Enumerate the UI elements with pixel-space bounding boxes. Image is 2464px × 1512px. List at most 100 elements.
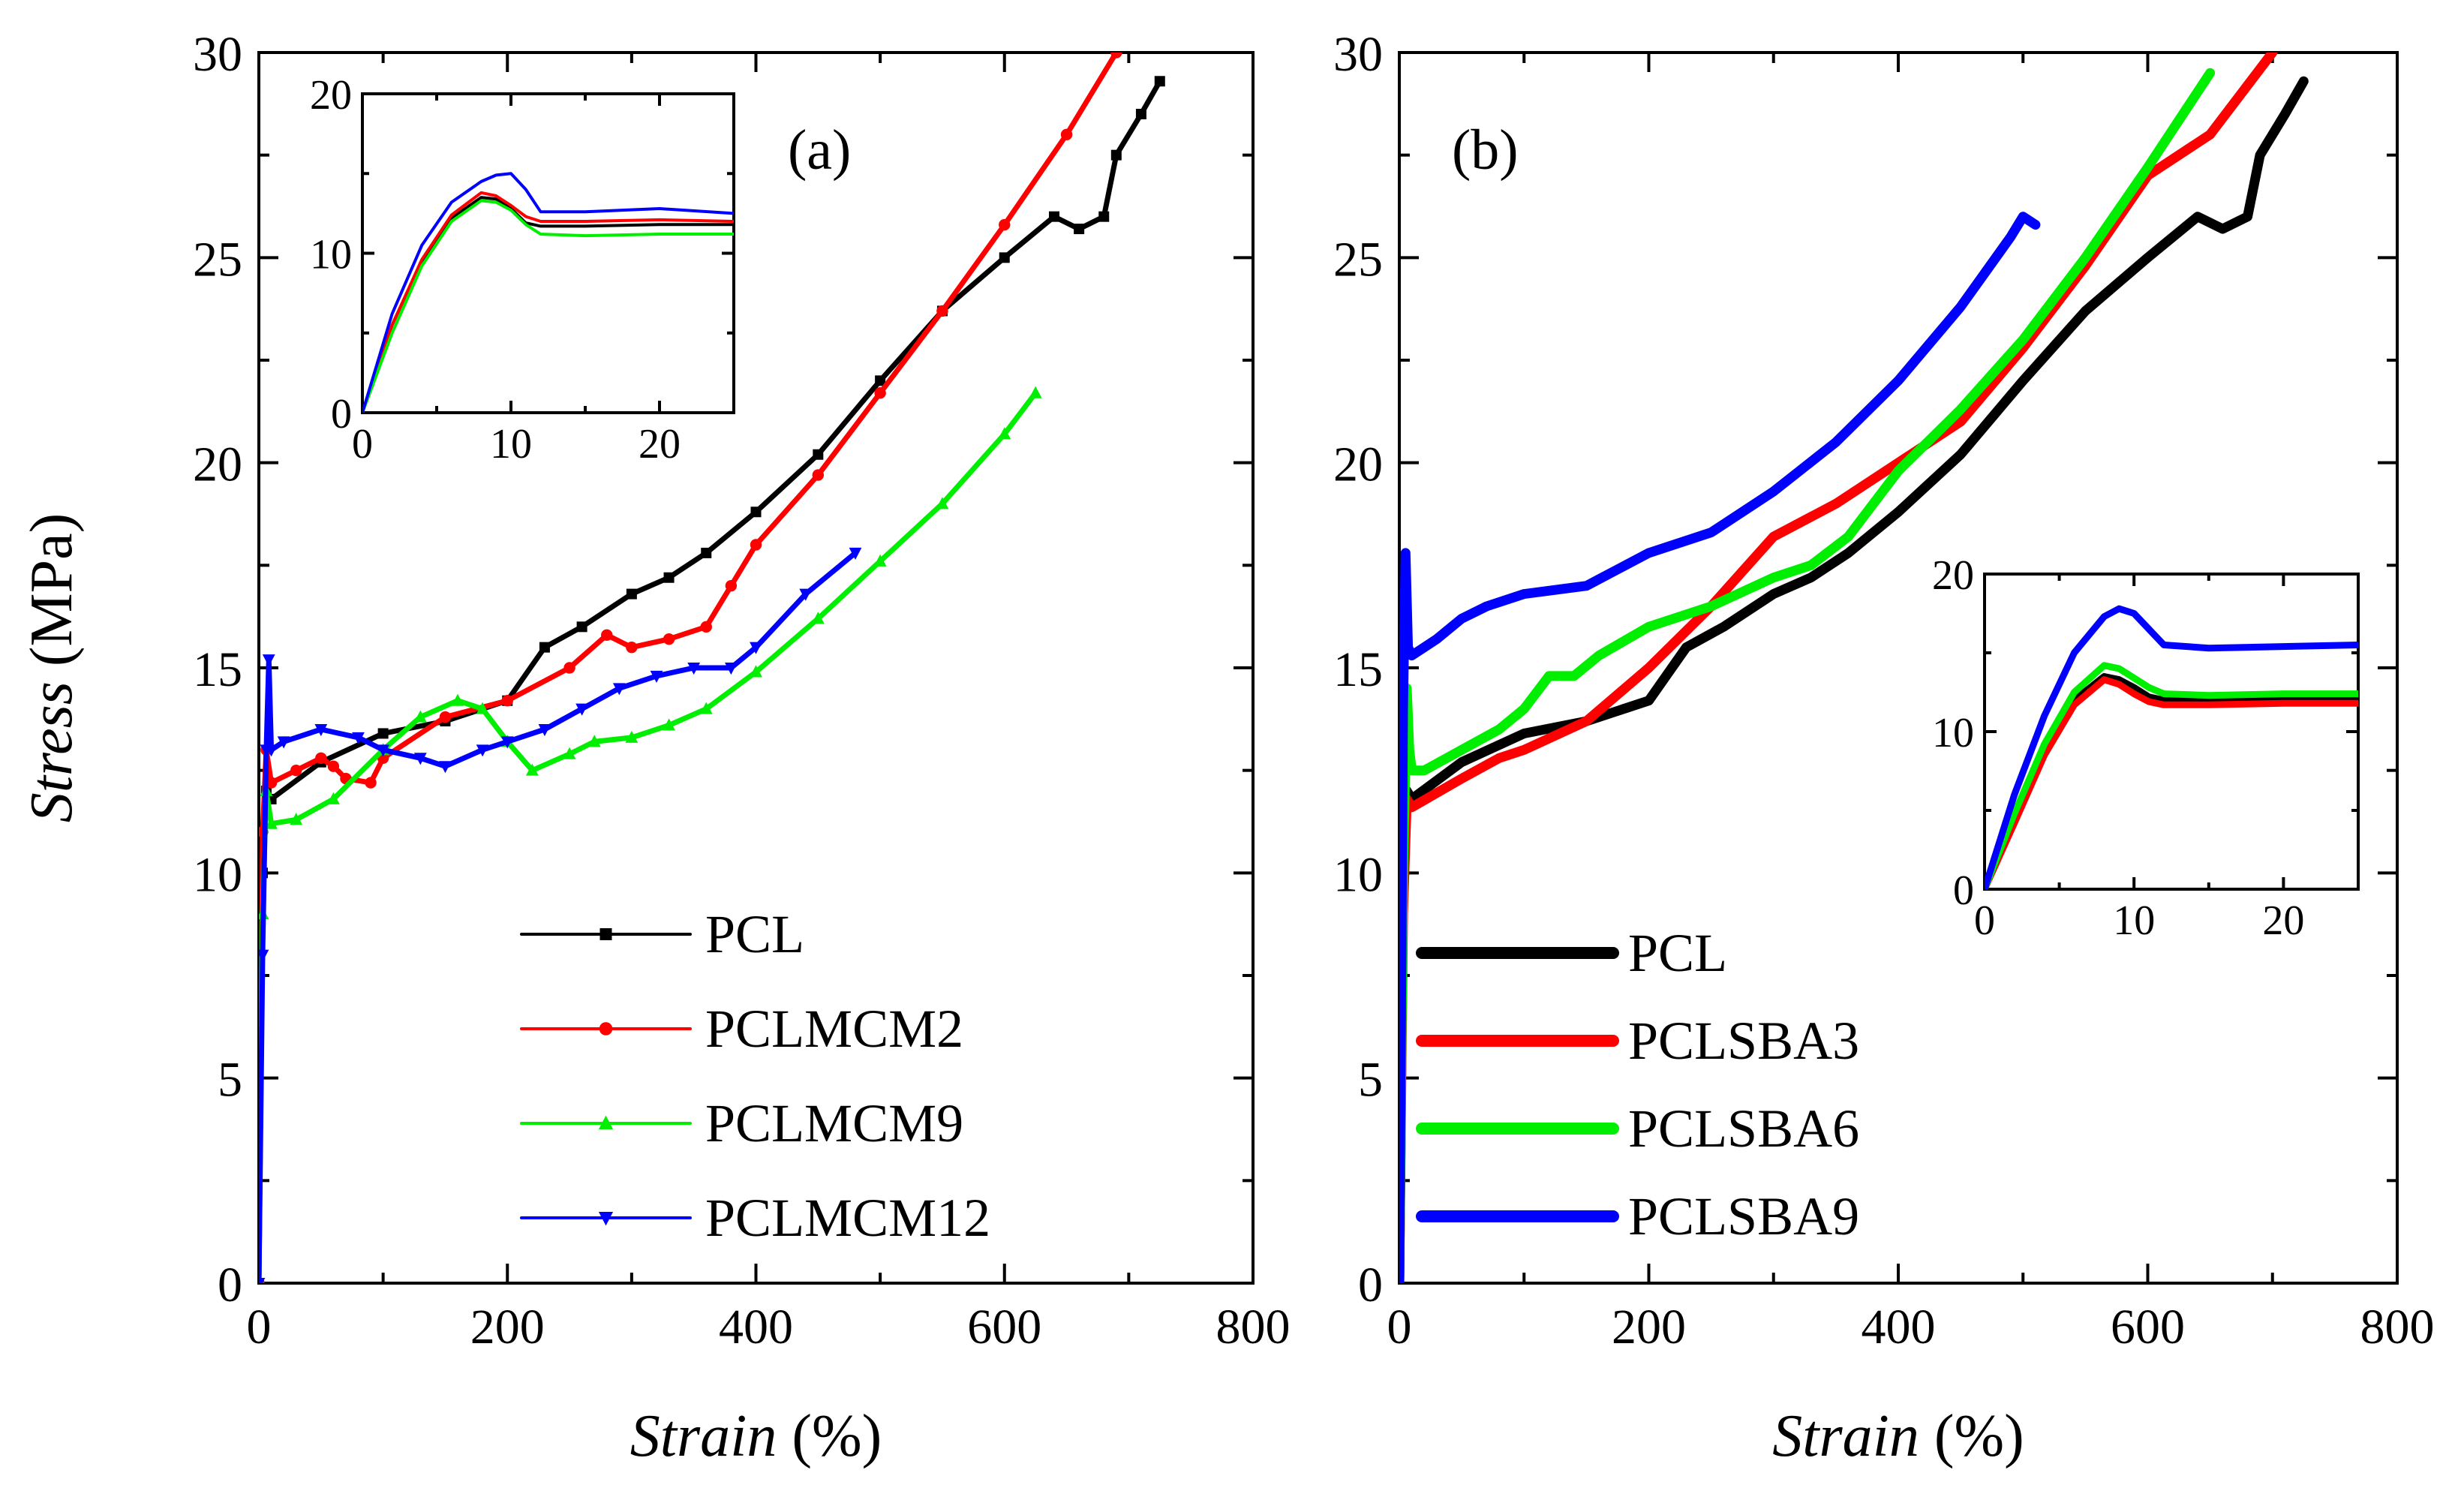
panel-a-x-tick-label-0: 0 <box>247 1300 272 1354</box>
panel-a-inset-y-tick-label-10: 10 <box>310 232 352 278</box>
panel-a-data-point-pclmcm9 <box>699 702 713 714</box>
panel-a-y-tick-label-20: 20 <box>193 437 242 492</box>
panel-a-y-axis-label-name: Stress <box>19 681 85 822</box>
panel-a-data-point-pclmcm2 <box>1060 128 1073 141</box>
panel-a-y-tick-label-30: 30 <box>193 27 242 82</box>
panel-b-legend-label-pclsba9: PCLSBA9 <box>1628 1186 1859 1246</box>
panel-a-data-point-pclmcm9 <box>326 792 340 804</box>
panel-a-data-point-pclmcm9 <box>265 816 278 829</box>
panel-a-data-point-pclmcm9 <box>563 747 576 759</box>
panel-b-legend-label-pclsba3: PCLSBA3 <box>1628 1011 1859 1071</box>
panel-a-data-point-pclmcm2 <box>365 777 377 789</box>
panel-a-x-axis-label-name: Strain <box>630 1403 777 1469</box>
panel-a-x-axis-label-unit: (%) <box>777 1403 882 1469</box>
panel-a-legend: PCL PCLMCM2 PCLMCM9 PCLMCM12 <box>520 904 990 1248</box>
panel-a-y-axis-label: Stress (MPa) <box>19 513 85 823</box>
panel-a-data-point-pclmcm2 <box>563 662 575 674</box>
panel-a-data-point-pclmcm12 <box>538 724 551 737</box>
panel-a-legend-label-pcl: PCL <box>705 904 804 964</box>
panel-b-x-tick-label-0: 0 <box>1387 1300 1412 1354</box>
panel-a-x-tick-label-800: 800 <box>1216 1300 1291 1354</box>
panel-b-x-tick-label-800: 800 <box>2360 1300 2435 1354</box>
panel-a-data-point-pcl <box>813 449 824 460</box>
panel-a-data-point-pcl <box>1154 76 1165 87</box>
panel-a-data-point-pclmcm9 <box>587 735 601 747</box>
panel-b-x-tick-label-400: 400 <box>1862 1300 1936 1354</box>
panel-a-legend-item-pcl: PCL <box>520 904 804 964</box>
panel-b-inset-background <box>1985 574 2358 889</box>
panel-b-inset-x-tick-label-10: 10 <box>2113 897 2155 944</box>
panel-b-inset: 0 10 20 0 10 20 <box>1932 552 2360 944</box>
panel-a-data-point-pcl <box>1074 224 1085 235</box>
panel-b-inset-x-tick-label-20: 20 <box>2262 897 2304 944</box>
panel-a-y-tick-label-25: 25 <box>193 232 242 287</box>
panel-b-inset-series-line-pclsba9 <box>1985 605 2358 889</box>
panel-b-legend-item-pclsba3: PCLSBA3 <box>1416 1011 1859 1071</box>
panel-a-legend-item-pclmcm9: PCLMCM9 <box>520 1093 963 1153</box>
panel-b-y-tick-label-10: 10 <box>1333 847 1383 902</box>
panel-a-data-point-pclmcm12 <box>500 736 514 749</box>
panel-b-y-tick-label-20: 20 <box>1333 437 1383 492</box>
panel-a-data-point-pcl <box>663 572 675 583</box>
panel-a-y-tick-label-15: 15 <box>193 642 242 697</box>
panel-a-data-point-pcl <box>1110 149 1122 161</box>
panel-b-legend-item-pclsba6: PCLSBA6 <box>1416 1099 1859 1159</box>
panel-b-x-axis-label: Strain (%) <box>1772 1403 2024 1469</box>
panel-a-data-point-pclmcm9 <box>936 497 949 510</box>
panel-a-data-point-pclmcm12 <box>352 732 365 745</box>
panel-b-inset-y-tick-label-10: 10 <box>1932 710 1974 756</box>
panel-a-data-point-pclmcm9 <box>873 554 887 567</box>
panel-b-series-line-pclsba9 <box>1399 212 2041 1283</box>
panel-a-inset: 0 10 20 0 10 20 <box>310 72 735 467</box>
panel-a-data-point-pclmcm2 <box>290 764 302 777</box>
panel-a-data-point-pclmcm12 <box>799 588 813 601</box>
panel-b-panel-label: (b) <box>1452 119 1519 182</box>
panel-a-data-point-pclmcm2 <box>1110 53 1122 59</box>
panel-b-y-tick-label-15: 15 <box>1333 642 1383 697</box>
panel-b-inset-y-tick-label-0: 0 <box>1953 867 1974 914</box>
panel-a-data-point-pcl <box>875 375 886 386</box>
panel-a-data-point-pclmcm2 <box>700 621 712 633</box>
panel-a-data-point-pclmcm2 <box>501 695 513 707</box>
panel-b-x-tick-label-600: 600 <box>2111 1300 2185 1354</box>
panel-a-y-tick-label-5: 5 <box>218 1053 242 1108</box>
panel-a-inset-x-tick-label-20: 20 <box>639 421 681 467</box>
panel-a-legend-marker-pclmcm12 <box>598 1212 614 1226</box>
panel-a-data-point-pclmcm12 <box>262 654 275 667</box>
panel-a-inset-series-line-pclmcm2 <box>362 191 734 413</box>
panel-a-inset-series-line-pclmcm9 <box>362 199 734 413</box>
panel-a-x-axis-label: Strain (%) <box>630 1403 882 1469</box>
panel-a-data-point-pclmcm2 <box>265 777 278 789</box>
panel-a-y-axis-label-unit: (MPa) <box>19 513 85 681</box>
panel-a-series-markers-pclmcm12 <box>259 547 862 1283</box>
panel-a-data-point-pclmcm12 <box>750 642 762 654</box>
panel-a-data-point-pcl <box>1098 211 1110 222</box>
panel-a-data-point-pclmcm12 <box>259 1278 266 1283</box>
panel-a-data-point-pclmcm2 <box>315 752 327 764</box>
panel-a-y-tick-label-10: 10 <box>193 847 242 902</box>
panel-a-data-point-pclmcm12 <box>650 670 663 684</box>
panel-a-data-point-pclmcm12 <box>259 949 269 962</box>
panel-a-data-point-pclmcm2 <box>439 711 452 723</box>
panel-a-inset-y-tick-label-20: 20 <box>310 72 352 119</box>
panel-a-x-tick-label-200: 200 <box>470 1300 545 1354</box>
panel-a-y-tick-label-0: 0 <box>218 1258 242 1312</box>
panel-a-series-line-pclmcm12 <box>259 550 858 1283</box>
panel-a-panel-label: (a) <box>788 119 851 182</box>
panel-a-data-point-pclmcm12 <box>687 663 701 675</box>
panel-a-data-point-pcl <box>1135 109 1146 119</box>
panel-a-data-point-pcl <box>999 252 1010 263</box>
panel-a-data-point-pclmcm2 <box>327 760 340 772</box>
panel-a-data-point-pclmcm2 <box>601 629 613 641</box>
panel-a-data-point-pcl <box>1049 211 1059 222</box>
panel-a-data-point-pclmcm12 <box>265 744 278 757</box>
panel-b-legend-item-pclsba9: PCLSBA9 <box>1416 1186 1859 1246</box>
panel-a-data-point-pclmcm9 <box>663 718 675 731</box>
panel-a-data-point-pclmcm12 <box>439 761 452 774</box>
panel-a-legend-label-pclmcm2: PCLMCM2 <box>705 999 963 1059</box>
panel-b-x-tick-label-200: 200 <box>1612 1300 1686 1354</box>
panel-a-legend-label-pclmcm12: PCLMCM12 <box>705 1188 990 1248</box>
panel-a-data-point-pclmcm2 <box>626 641 638 654</box>
